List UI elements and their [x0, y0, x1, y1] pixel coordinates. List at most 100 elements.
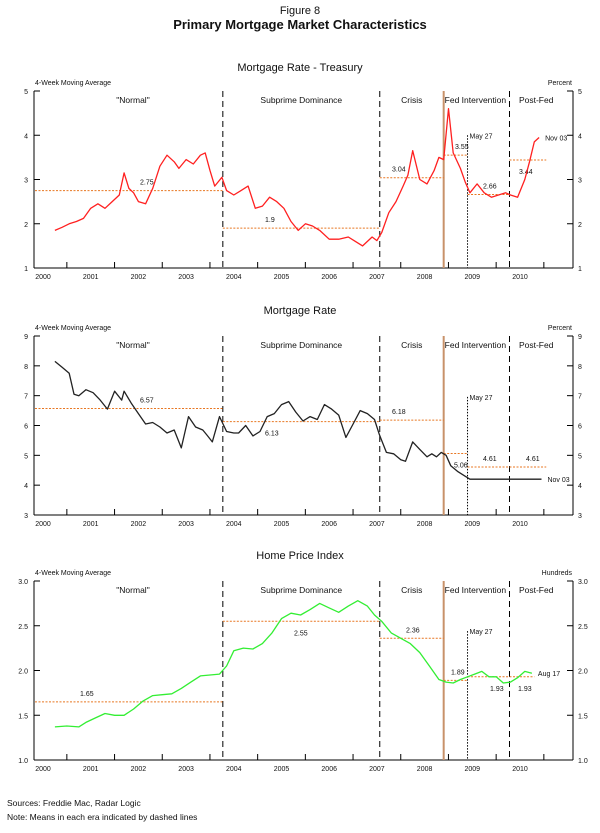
x-tick-label: 2007 [369, 274, 385, 281]
x-tick-label: 2002 [131, 274, 147, 281]
x-tick-label: 2009 [465, 521, 481, 528]
means-note: Note: Means in each era indicated by das… [7, 812, 198, 822]
left-axis-label: 4-Week Moving Average [35, 570, 111, 577]
x-tick-label: 2010 [512, 521, 528, 528]
right-axis-label: Percent [548, 325, 572, 332]
y-tick-label-left: 8 [24, 364, 28, 371]
mean-label: 1.93 [518, 686, 532, 693]
x-tick-label: 2007 [369, 521, 385, 528]
left-axis-label: 4-Week Moving Average [35, 325, 111, 332]
left-axis-label: 4-Week Moving Average [35, 80, 111, 87]
mean-label: 6.13 [265, 431, 279, 438]
series-line [54, 360, 542, 480]
era-label: Crisis [401, 340, 422, 350]
y-tick-label-right: 4 [578, 483, 582, 490]
x-tick-label: 2002 [131, 766, 147, 773]
y-tick-label-right: 4 [578, 133, 582, 140]
y-tick-label-right: 2.0 [578, 669, 588, 676]
y-tick-label-right: 8 [578, 364, 582, 371]
x-tick-label: 2003 [178, 274, 194, 281]
mean-label: 2.55 [294, 630, 308, 637]
may27-annotation: May 27 [470, 395, 493, 402]
mean-label: 2.36 [406, 627, 420, 634]
y-tick-label-right: 2 [578, 222, 582, 229]
y-tick-label-right: 5 [578, 453, 582, 460]
x-tick-label: 2000 [35, 274, 51, 281]
x-tick-label: 2004 [226, 766, 242, 773]
mean-label: 4.61 [483, 456, 497, 463]
y-tick-label-left: 3.0 [18, 579, 28, 586]
x-tick-label: 2003 [178, 521, 194, 528]
chart-title: Mortgage Rate [264, 305, 337, 317]
y-tick-label-left: 2.0 [18, 669, 28, 676]
y-tick-label-left: 9 [24, 334, 28, 341]
end-date-annotation: Aug 17 [538, 671, 560, 678]
y-tick-label-left: 4 [24, 133, 28, 140]
y-tick-label-left: 4 [24, 483, 28, 490]
mean-label: 3.55 [455, 144, 469, 151]
chart-panel-1: Mortgage Rate - Treasury 4-Week Moving Av… [24, 62, 582, 281]
y-tick-label-right: 1.5 [578, 713, 588, 720]
end-date-annotation: Nov 03 [547, 477, 569, 484]
y-tick-label-left: 5 [24, 453, 28, 460]
mean-label: 3.04 [392, 167, 406, 174]
x-tick-label: 2009 [465, 274, 481, 281]
x-tick-label: 2001 [83, 521, 99, 528]
y-tick-label-right: 5 [578, 89, 582, 96]
era-label: "Normal" [116, 95, 149, 105]
y-tick-label-right: 7 [578, 394, 582, 401]
figure-title: Primary Mortgage Market Characteristics [173, 17, 427, 32]
y-tick-label-right: 3 [578, 178, 582, 185]
era-label: Crisis [401, 585, 422, 595]
x-tick-label: 2008 [417, 274, 433, 281]
figure-number: Figure 8 [279, 5, 321, 17]
x-tick-label: 2008 [417, 521, 433, 528]
x-tick-label: 2004 [226, 521, 242, 528]
era-label: Post-Fed [519, 95, 554, 105]
era-label: Subprime Dominance [260, 340, 342, 350]
era-label: "Normal" [116, 585, 149, 595]
x-tick-label: 2000 [35, 521, 51, 528]
x-tick-label: 2010 [512, 274, 528, 281]
era-label: Fed Intervention [445, 585, 507, 595]
mean-label: 2.75 [140, 180, 154, 187]
y-tick-label-left: 6 [24, 424, 28, 431]
y-tick-label-left: 7 [24, 394, 28, 401]
y-tick-label-left: 3 [24, 513, 28, 520]
y-tick-label-left: 1 [24, 266, 28, 273]
y-tick-label-right: 1.0 [578, 758, 588, 765]
chart-title: Home Price Index [256, 550, 344, 562]
y-tick-label-right: 3.0 [578, 579, 588, 586]
chart-panel-2: Mortgage Rate 4-Week Moving Average Percen… [24, 305, 582, 528]
era-label: Post-Fed [519, 340, 554, 350]
chart-title: Mortgage Rate - Treasury [237, 62, 363, 74]
y-tick-label-left: 3 [24, 178, 28, 185]
era-label: Fed Intervention [445, 340, 507, 350]
y-tick-label-left: 2 [24, 222, 28, 229]
era-label: Subprime Dominance [260, 95, 342, 105]
y-tick-label-right: 6 [578, 424, 582, 431]
mean-label: 1.93 [490, 686, 504, 693]
y-tick-label-left: 1.5 [18, 713, 28, 720]
mean-label: 3.44 [519, 169, 533, 176]
y-tick-label-right: 2.5 [578, 624, 588, 631]
y-tick-label-left: 2.5 [18, 624, 28, 631]
mean-label: 6.57 [140, 397, 154, 404]
era-label: Subprime Dominance [260, 585, 342, 595]
x-tick-label: 2003 [178, 766, 194, 773]
end-date-annotation: Nov 03 [545, 135, 567, 142]
x-tick-label: 2004 [226, 274, 242, 281]
x-tick-label: 2002 [131, 521, 147, 528]
mean-label: 2.66 [483, 184, 497, 191]
sources-note: Sources: Freddie Mac, Radar Logic [7, 798, 141, 808]
x-tick-label: 2006 [321, 274, 337, 281]
x-tick-label: 2006 [321, 766, 337, 773]
right-axis-label: Hundreds [542, 570, 573, 577]
mean-label: 5.06 [454, 463, 468, 470]
x-tick-label: 2005 [274, 274, 290, 281]
may27-annotation: May 27 [470, 133, 493, 140]
x-tick-label: 2001 [83, 274, 99, 281]
y-tick-label-left: 1.0 [18, 758, 28, 765]
x-tick-label: 2000 [35, 766, 51, 773]
x-tick-label: 2009 [465, 766, 481, 773]
